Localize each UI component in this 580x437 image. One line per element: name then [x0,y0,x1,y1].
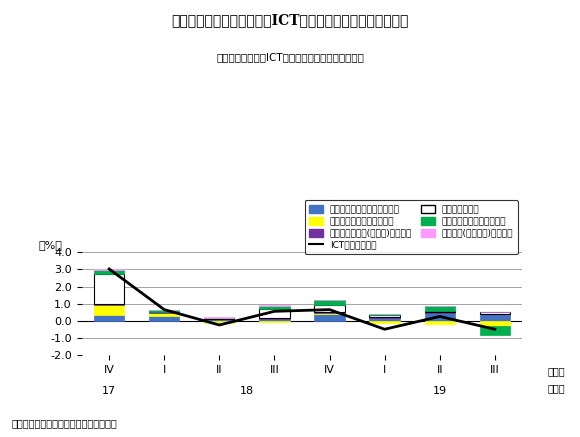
Bar [314,314,345,321]
Text: 輸入総額に占めるICT関連輸入（品目別）の寄与度: 輸入総額に占めるICT関連輸入（品目別）の寄与度 [216,52,364,62]
Bar [259,321,289,322]
Bar [425,311,455,312]
Text: 17: 17 [102,386,116,396]
Bar [259,319,289,321]
Bar [204,318,234,319]
Bar [259,309,289,319]
Bar [94,305,124,315]
Bar [425,313,455,321]
Text: 19: 19 [433,386,447,396]
Text: （期）: （期） [548,366,565,376]
Bar [94,269,124,270]
Bar [425,306,455,311]
Text: （年）: （年） [548,383,565,393]
Bar [94,270,124,274]
Bar [480,326,510,335]
Y-axis label: （%）: （%） [39,240,63,250]
Bar [314,313,345,314]
Bar [369,321,400,323]
Bar [149,313,179,316]
Bar [480,314,510,321]
Bar [314,299,345,300]
Bar [259,305,289,309]
Bar [204,321,234,323]
Bar [94,315,124,321]
Bar [425,305,455,306]
Bar [369,315,400,317]
Bar [149,310,179,312]
Text: 18: 18 [240,386,254,396]
Bar [480,312,510,313]
Text: （出所）財務省「貿易統計」から作成。: （出所）財務省「貿易統計」から作成。 [12,418,117,428]
Legend: 電算機類（含部品）・寄与度, 半導体等電子部品・寄与度, 音響・映像機器(含部品)・寄与度, ICT関連・寄与度, 通信機・寄与度, 半導体等製造装置・寄与度,: 電算機類（含部品）・寄与度, 半導体等電子部品・寄与度, 音響・映像機器(含部品… [304,201,518,254]
Bar [480,313,510,314]
Bar [314,305,345,312]
Bar [425,321,455,325]
Bar [94,274,124,304]
Text: 図表９　輸入総額に占めるICT関連輸入（品目別）の寄与度: 図表９ 輸入総額に占めるICT関連輸入（品目別）の寄与度 [171,13,409,27]
Bar [149,312,179,313]
Bar [369,317,400,318]
Bar [425,312,455,313]
Bar [480,321,510,326]
Bar [314,300,345,305]
Bar [204,319,234,321]
Bar [94,304,124,305]
Bar [369,318,400,321]
Bar [314,312,345,313]
Bar [149,316,179,321]
